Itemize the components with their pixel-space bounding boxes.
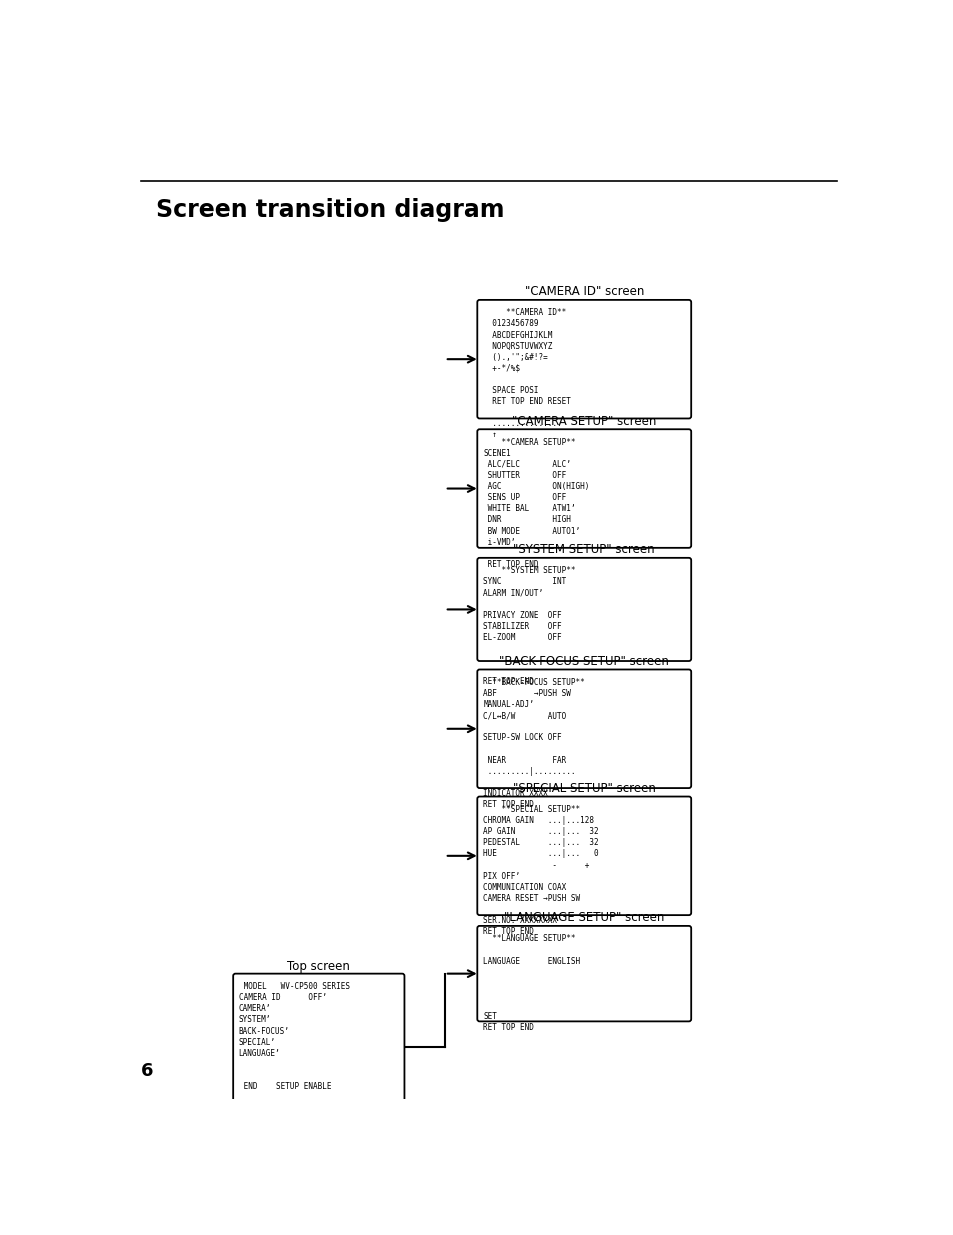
- Text: **SPECIAL SETUP**
CHROMA GAIN   ...|...128
AP GAIN       ...|...  32
PEDESTAL   : **SPECIAL SETUP** CHROMA GAIN ...|...128…: [483, 805, 598, 936]
- Text: "LANGUAGE SETUP" screen: "LANGUAGE SETUP" screen: [503, 911, 663, 924]
- Text: "BACK-FOCUS SETUP" screen: "BACK-FOCUS SETUP" screen: [498, 655, 668, 668]
- FancyBboxPatch shape: [476, 669, 691, 788]
- Text: "CAMERA SETUP" screen: "CAMERA SETUP" screen: [512, 415, 656, 427]
- Text: Screen transition diagram: Screen transition diagram: [156, 199, 504, 222]
- Text: MODEL   WV-CP500 SERIES
CAMERA ID      OFFʼ
CAMERAʼ
SYSTEMʼ
BACK-FOCUSʼ
SPECIALʼ: MODEL WV-CP500 SERIES CAMERA ID OFFʼ CAM…: [238, 982, 349, 1091]
- Text: Top screen: Top screen: [287, 960, 350, 973]
- Text: **SYSTEM SETUP**
SYNC           INT
ALARM IN/OUTʼ

PRIVACY ZONE  OFF
STABILIZER : **SYSTEM SETUP** SYNC INT ALARM IN/OUTʼ …: [483, 567, 576, 687]
- FancyBboxPatch shape: [476, 430, 691, 548]
- FancyBboxPatch shape: [233, 973, 404, 1120]
- Text: "SPECIAL SETUP" screen: "SPECIAL SETUP" screen: [513, 782, 655, 795]
- Text: **CAMERA ID**
  0123456789
  ABCDEFGHIJKLM
  NOPQRSTUVWXYZ
  ().,'";&#!?=
  +-*/: **CAMERA ID** 0123456789 ABCDEFGHIJKLM N…: [483, 309, 571, 440]
- FancyBboxPatch shape: [476, 300, 691, 419]
- Text: **LANGUAGE SETUP**

LANGUAGE      ENGLISH




SET
RET TOP END: **LANGUAGE SETUP** LANGUAGE ENGLISH SET …: [483, 935, 580, 1032]
- Text: "CAMERA ID" screen: "CAMERA ID" screen: [524, 285, 643, 299]
- Text: **BACK-FOCUS SETUP**
ABF        →PUSH SW
MANUAL-ADJʼ
C/L↔B/W       AUTO

SETUP-S: **BACK-FOCUS SETUP** ABF →PUSH SW MANUAL…: [483, 678, 584, 809]
- Text: "SYSTEM SETUP" screen: "SYSTEM SETUP" screen: [513, 543, 655, 556]
- Text: 6: 6: [141, 1062, 153, 1079]
- FancyBboxPatch shape: [476, 558, 691, 661]
- FancyBboxPatch shape: [476, 797, 691, 915]
- FancyBboxPatch shape: [476, 926, 691, 1021]
- Text: **CAMERA SETUP**
SCENE1
 ALC/ELC       ALCʼ
 SHUTTER       OFF
 AGC           ON: **CAMERA SETUP** SCENE1 ALC/ELC ALCʼ SHU…: [483, 437, 589, 569]
